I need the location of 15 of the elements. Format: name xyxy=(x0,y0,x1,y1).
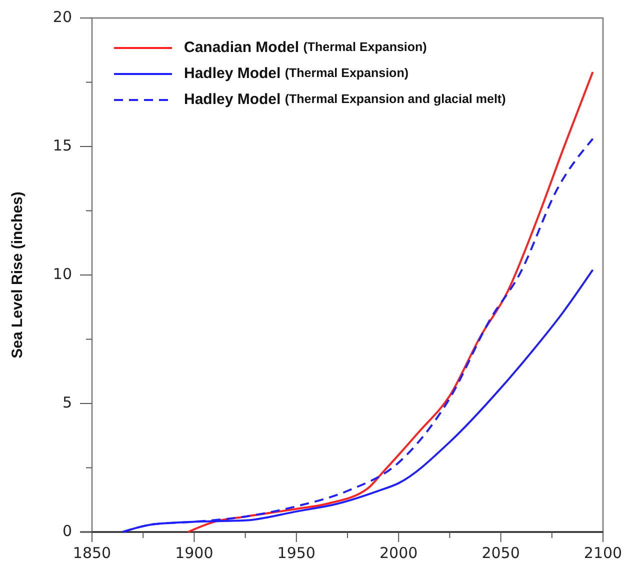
x-tick-label: 2050 xyxy=(482,544,520,562)
x-tick-label: 1950 xyxy=(277,544,316,562)
y-tick-label: 0 xyxy=(62,522,72,540)
x-tick-label: 2000 xyxy=(380,544,418,562)
y-tick-label: 10 xyxy=(52,265,72,284)
x-tick-label: 2100 xyxy=(584,544,622,562)
legend-label: Canadian Model (Thermal Expansion) xyxy=(184,38,427,56)
y-tick-label: 5 xyxy=(62,394,72,412)
y-axis-title: Sea Level Rise (inches) xyxy=(9,192,26,358)
x-tick-label: 1900 xyxy=(175,544,214,562)
x-tick-label: 1850 xyxy=(72,544,112,562)
legend-label: Hadley Model (Thermal Expansion) xyxy=(184,64,408,82)
legend-label: Hadley Model (Thermal Expansion and glacial melt) xyxy=(184,90,506,108)
y-tick-label: 15 xyxy=(52,136,72,155)
y-tick-label: 20 xyxy=(52,8,72,26)
